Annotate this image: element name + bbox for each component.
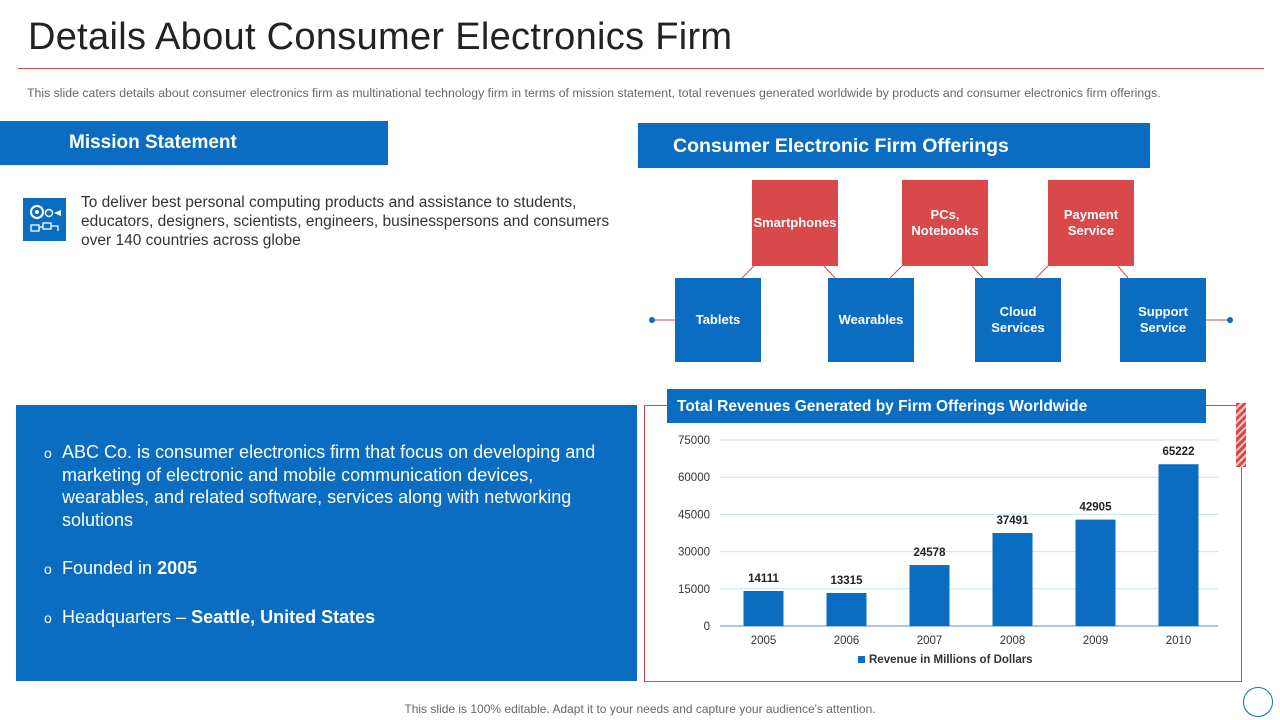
x-tick-label: 2010 bbox=[1166, 635, 1192, 647]
offering-smartphones: Smartphones bbox=[752, 180, 838, 266]
bar bbox=[1158, 464, 1199, 626]
data-label: 24578 bbox=[914, 547, 947, 559]
data-label: 65222 bbox=[1163, 446, 1195, 458]
offering-cloud-services: Cloud Services bbox=[975, 278, 1061, 362]
mission-text: To deliver best personal computing produ… bbox=[81, 194, 610, 249]
bar bbox=[1075, 519, 1116, 626]
offering-support-service: Support Service bbox=[1120, 278, 1206, 362]
x-tick-label: 2009 bbox=[1083, 635, 1109, 647]
legend-label: Revenue in Millions of Dollars bbox=[869, 654, 1033, 666]
company-info-list: o ABC Co. is consumer electronics firm th… bbox=[44, 441, 604, 654]
y-tick-label: 75000 bbox=[678, 435, 710, 447]
bar bbox=[909, 565, 950, 626]
page-subtitle: This slide caters details about consumer… bbox=[27, 86, 1161, 100]
offering-pcs-notebooks: PCs, Notebooks bbox=[902, 180, 988, 266]
y-tick-label: 45000 bbox=[678, 509, 710, 521]
list-item: o ABC Co. is consumer electronics firm th… bbox=[44, 442, 596, 530]
offering-wearables: Wearables bbox=[828, 278, 914, 362]
title-divider bbox=[18, 68, 1264, 69]
circle-decoration bbox=[1243, 687, 1273, 717]
x-tick-label: 2005 bbox=[751, 635, 777, 647]
data-label: 14111 bbox=[748, 573, 779, 585]
footer-note: This slide is 100% editable. Adapt it to… bbox=[404, 702, 876, 716]
revenue-bar-chart: 0 15000 30000 45000 60000 75000 14111 2005 13315… bbox=[678, 435, 1218, 666]
y-tick-label: 30000 bbox=[678, 547, 710, 559]
legend-swatch bbox=[858, 656, 865, 663]
offering-payment-service: Payment Service bbox=[1048, 180, 1134, 266]
data-label: 42905 bbox=[1080, 502, 1113, 514]
chart-title: Total Revenues Generated by Firm Offerin… bbox=[667, 389, 1206, 423]
x-tick-label: 2008 bbox=[1000, 635, 1026, 647]
page-title: Details About Consumer Electronics Firm bbox=[28, 16, 733, 58]
list-item: o Founded in 2005 bbox=[44, 558, 198, 578]
offering-tablets: Tablets bbox=[675, 278, 761, 362]
bar bbox=[743, 591, 784, 626]
y-tick-label: 60000 bbox=[678, 472, 710, 484]
offerings-header: Consumer Electronic Firm Offerings bbox=[638, 123, 1150, 168]
company-info-box: o ABC Co. is consumer electronics firm th… bbox=[16, 405, 637, 681]
data-label: 13315 bbox=[831, 575, 864, 587]
x-tick-label: 2007 bbox=[917, 635, 943, 647]
decorative-stripe bbox=[1236, 403, 1246, 467]
offerings-connectors bbox=[649, 265, 1233, 323]
x-tick-label: 2006 bbox=[834, 635, 860, 647]
bar bbox=[826, 592, 867, 626]
y-tick-label: 15000 bbox=[678, 584, 710, 596]
list-item: o Headquarters – Seattle, United States bbox=[44, 606, 376, 627]
gears-chart-icon bbox=[23, 198, 66, 241]
bar bbox=[992, 533, 1033, 626]
y-tick-label: 0 bbox=[704, 621, 710, 633]
mission-header: Mission Statement bbox=[0, 121, 388, 165]
data-label: 37491 bbox=[997, 515, 1030, 527]
